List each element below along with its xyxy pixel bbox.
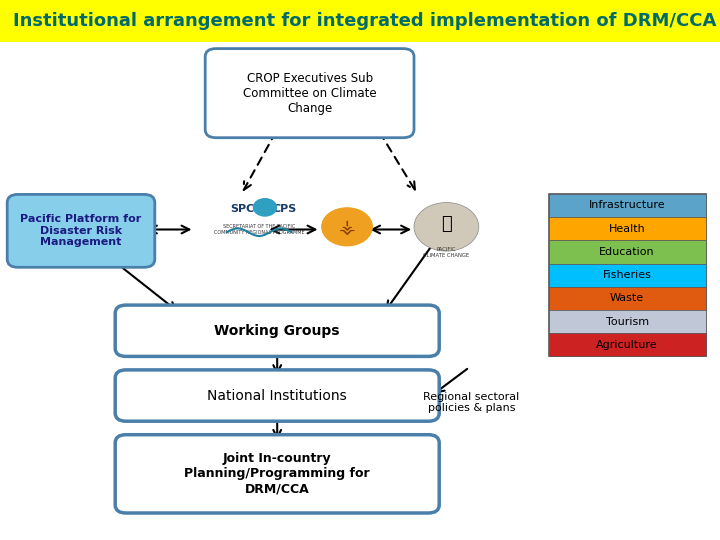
Text: Waste: Waste — [610, 293, 644, 303]
FancyBboxPatch shape — [115, 435, 439, 513]
Text: Joint In-country
Planning/Programming for
DRM/CCA: Joint In-country Planning/Programming fo… — [184, 453, 370, 495]
Text: SECRETARIAT OF THE PACIFIC
COMMUNITY REGIONAL PROGRAMME: SECRETARIAT OF THE PACIFIC COMMUNITY REG… — [214, 224, 305, 235]
FancyBboxPatch shape — [549, 333, 706, 356]
Text: SPC: SPC — [230, 204, 255, 214]
Circle shape — [253, 199, 276, 216]
Text: Regional sectoral
policies & plans: Regional sectoral policies & plans — [423, 392, 520, 413]
Text: Institutional arrangement for integrated implementation of DRM/CCA  (2/3): Institutional arrangement for integrated… — [13, 12, 720, 30]
Text: Education: Education — [599, 247, 655, 257]
FancyBboxPatch shape — [7, 194, 155, 267]
Text: Health: Health — [608, 224, 646, 234]
FancyBboxPatch shape — [549, 240, 706, 264]
Text: CROP Executives Sub
Committee on Climate
Change: CROP Executives Sub Committee on Climate… — [243, 72, 377, 114]
FancyBboxPatch shape — [205, 49, 414, 138]
Text: PACIFIC
CLIMATE CHANGE: PACIFIC CLIMATE CHANGE — [423, 247, 469, 258]
Text: Fisheries: Fisheries — [603, 270, 652, 280]
Circle shape — [414, 202, 479, 251]
Text: Pacific Platform for
Disaster Risk
Management: Pacific Platform for Disaster Risk Manag… — [20, 214, 142, 247]
Text: 🌴: 🌴 — [441, 215, 451, 233]
Circle shape — [322, 208, 372, 246]
Text: Tourism: Tourism — [606, 316, 649, 327]
Text: CPS: CPS — [272, 204, 297, 214]
Text: Agriculture: Agriculture — [596, 340, 658, 350]
Text: ⚶: ⚶ — [338, 217, 356, 237]
Text: Infrastructure: Infrastructure — [589, 200, 665, 211]
FancyBboxPatch shape — [115, 370, 439, 421]
FancyBboxPatch shape — [0, 0, 720, 42]
FancyBboxPatch shape — [549, 194, 706, 217]
Text: National Institutions: National Institutions — [207, 389, 347, 402]
FancyBboxPatch shape — [549, 217, 706, 240]
FancyBboxPatch shape — [549, 264, 706, 287]
FancyBboxPatch shape — [549, 287, 706, 310]
FancyBboxPatch shape — [115, 305, 439, 356]
FancyBboxPatch shape — [549, 310, 706, 333]
Text: Working Groups: Working Groups — [215, 324, 340, 338]
